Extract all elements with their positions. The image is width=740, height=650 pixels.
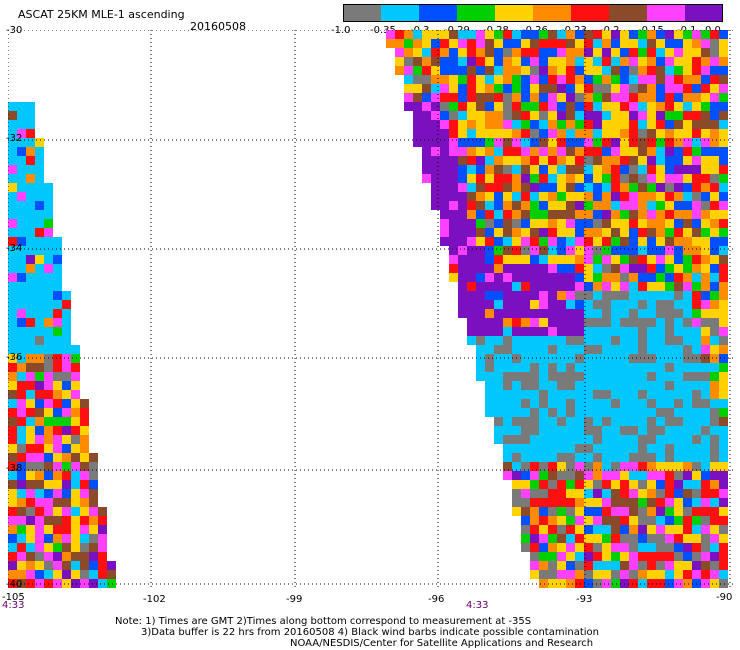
lon-tick-105: -105 <box>2 592 25 603</box>
colorbar-swatch <box>495 4 534 22</box>
lon-tick-96: -96 <box>428 594 445 605</box>
map-title: ASCAT 25KM MLE-1 ascending <box>18 8 185 21</box>
lon-tick-90: -90 <box>716 592 733 603</box>
colorbar-swatch <box>571 4 610 22</box>
pass-time-right: 4:33 <box>466 600 489 611</box>
colorbar-swatch <box>457 4 496 22</box>
note-line-1: Note: 1) Times are GMT 2)Times along bot… <box>115 616 532 627</box>
colorbar-swatch <box>609 4 648 22</box>
lat-tick-32: -32 <box>6 133 23 144</box>
lon-tick-102: -102 <box>143 594 166 605</box>
notes-block: Note: 1) Times are GMT 2)Times along bot… <box>115 616 599 649</box>
lat-tick-38: -38 <box>6 463 23 474</box>
swath-cells <box>8 30 728 588</box>
lat-tick-30: -30 <box>6 25 23 36</box>
lon-tick-93: -93 <box>576 594 593 605</box>
note-line-3: NOAA/NESDIS/Center for Satellite Applica… <box>290 638 594 649</box>
lat-tick-36: -36 <box>6 352 23 363</box>
colorbar-swatch <box>685 4 723 22</box>
lat-tick-34: -34 <box>6 243 23 254</box>
lon-tick-99: -99 <box>286 594 303 605</box>
pass-time-left: 4:33 <box>2 600 25 611</box>
colorbar-border <box>343 4 723 22</box>
colorbar-swatch <box>419 4 458 22</box>
colorbar-swatch <box>647 4 686 22</box>
colorbar-swatch <box>343 4 382 22</box>
colorbar-swatch <box>533 4 572 22</box>
colorbar-swatch <box>381 4 420 22</box>
graticule <box>8 30 734 588</box>
lat-tick-40: -40 <box>6 579 23 590</box>
colorbar-label-1: -0.35 <box>370 25 396 36</box>
colorbar <box>343 4 723 22</box>
wind-map-plot <box>8 30 734 588</box>
note-line-2: 3)Data buffer is 22 hrs from 20160508 4)… <box>141 627 599 638</box>
